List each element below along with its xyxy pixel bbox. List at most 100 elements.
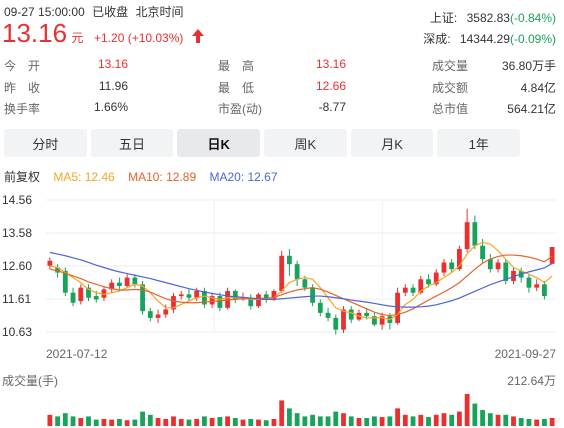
candle <box>117 282 122 286</box>
volume-bar <box>549 418 555 426</box>
volume-bar <box>387 416 393 426</box>
volume-bar <box>140 411 145 426</box>
volume-bar <box>93 419 99 426</box>
volume-bar <box>132 419 138 426</box>
candle <box>379 316 385 325</box>
market-status: 已收盘 <box>92 5 129 19</box>
volume-bar <box>333 411 339 426</box>
candle <box>472 222 478 246</box>
candle <box>441 262 447 273</box>
volume-bar <box>186 419 192 426</box>
candle <box>542 284 547 297</box>
candle <box>101 289 107 298</box>
index-name: 上证: <box>429 11 458 25</box>
mcap-label: 总市值 <box>432 102 469 116</box>
candle <box>457 249 462 270</box>
volume-bar <box>418 414 424 426</box>
volume-bar <box>86 416 91 426</box>
volume-bar <box>217 417 223 426</box>
price-change: +1.20 (+10.03%) <box>94 31 184 45</box>
candle <box>70 292 76 303</box>
candle <box>495 262 501 270</box>
ma5-line <box>49 241 553 321</box>
volume-bar <box>410 416 416 426</box>
tab-intraday[interactable]: 分时 <box>4 129 87 157</box>
candle <box>225 291 230 308</box>
tab-weekly-k[interactable]: 周K <box>264 129 347 157</box>
index-shenzhen[interactable]: 深成: 14344.29(-0.09%) <box>423 30 556 47</box>
low-value: 12.66 <box>315 79 346 93</box>
candle <box>271 291 277 300</box>
candle <box>449 262 455 270</box>
ma20-legend: MA20: 12.67 <box>209 170 278 184</box>
volume-bar <box>47 414 53 426</box>
candle <box>178 294 184 297</box>
candle <box>333 317 339 330</box>
mcap-value: 564.21亿 <box>507 102 556 116</box>
prev-close-value: 11.96 <box>98 79 128 93</box>
candle <box>124 277 130 286</box>
volume-bar <box>287 408 292 426</box>
volume-bar <box>402 414 408 426</box>
tab-one-year[interactable]: 1年 <box>437 129 521 157</box>
candle <box>132 277 138 285</box>
tab-daily-k[interactable]: 日K <box>177 129 261 157</box>
high-label: 最 高 <box>218 59 255 73</box>
period-tabs: 分时 五日 日K 周K 月K 1年 <box>4 129 521 157</box>
candle <box>325 312 331 318</box>
tab-monthly-k[interactable]: 月K <box>350 129 434 157</box>
candle <box>418 279 424 293</box>
candle <box>209 296 215 305</box>
volume-bar <box>518 418 524 426</box>
amount-value: 4.84亿 <box>520 81 556 95</box>
candle <box>55 267 60 273</box>
volume-bar <box>426 417 431 426</box>
candle <box>194 291 200 298</box>
volume-bar <box>534 419 540 426</box>
index-shanghai[interactable]: 上证: 3582.83(-0.84%) <box>430 9 556 26</box>
volume-bar <box>325 416 331 426</box>
datetime: 09-27 15:00:00 <box>4 5 85 19</box>
candle <box>109 282 115 290</box>
candle <box>279 255 285 292</box>
volume-bar <box>147 414 153 426</box>
candle <box>534 284 540 288</box>
volume-bar <box>503 414 509 426</box>
volume-bar <box>433 414 439 426</box>
ma10-line <box>49 254 553 317</box>
candle <box>140 284 145 312</box>
volume-bar <box>248 418 254 426</box>
candle <box>480 245 485 260</box>
volume-bar <box>202 416 207 426</box>
candle <box>526 277 532 288</box>
candle <box>62 270 68 293</box>
candle <box>256 294 261 307</box>
high-value: 13.16 <box>315 57 346 71</box>
open-label: 今 开 <box>4 59 41 73</box>
candle <box>487 259 493 270</box>
volume-bar <box>317 416 323 426</box>
index-value: 14344.29 <box>459 32 510 46</box>
volume-bar <box>78 418 84 426</box>
kline-chart[interactable]: 14.56 13.58 12.60 11.61 10.63 2021-07-12 202… <box>0 188 564 428</box>
prev-close-label: 昨 收 <box>4 81 41 95</box>
tab-five-day[interactable]: 五日 <box>90 129 174 157</box>
volume-bar <box>178 418 184 426</box>
ma-legend: 前复权 MA5: 12.46 MA10: 12.89 MA20: 12.67 <box>4 168 278 185</box>
candle <box>511 270 516 281</box>
price-block: 13.16 元 +1.20 (+10.03%) <box>2 18 204 49</box>
volume-bar <box>171 416 176 426</box>
volume-bar <box>279 400 285 426</box>
volume-bar <box>117 418 122 426</box>
candle <box>317 302 323 313</box>
index-value: 3582.83 <box>466 11 510 25</box>
candle <box>433 272 439 285</box>
candle <box>294 264 300 280</box>
candle <box>93 296 99 300</box>
candle <box>503 262 509 281</box>
volume-bar <box>449 414 455 426</box>
volume-bar <box>487 413 493 426</box>
candle <box>147 311 153 318</box>
candle <box>310 287 315 303</box>
adjust-mode[interactable]: 前复权 <box>4 170 41 184</box>
